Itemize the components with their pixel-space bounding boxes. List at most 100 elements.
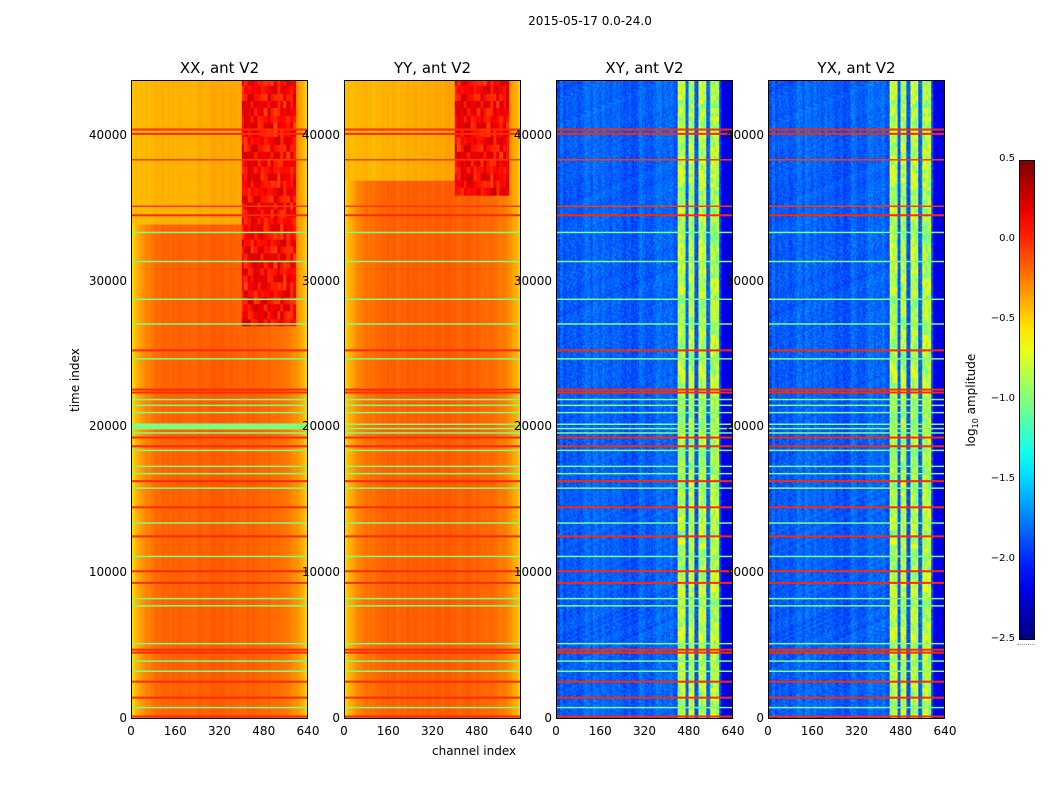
flagged-row xyxy=(769,555,944,558)
flagged-row xyxy=(132,323,307,325)
x-tick-label: 0 xyxy=(340,724,348,738)
x-tick-label: 160 xyxy=(163,724,187,738)
flagged-row xyxy=(132,432,307,434)
flagged-row xyxy=(769,696,944,699)
flagged-row xyxy=(769,642,944,645)
x-axis-label: channel index xyxy=(432,744,517,758)
flagged-row xyxy=(132,260,307,263)
y-tick-label: 10000 xyxy=(513,565,552,580)
flagged-row xyxy=(132,660,307,662)
y-tick-label: 20000 xyxy=(513,419,552,434)
y-tick-label: 0 xyxy=(756,711,764,725)
x-tick-label: 480 xyxy=(252,724,276,738)
y-tick-label: 10000 xyxy=(301,565,340,580)
flagged-row xyxy=(132,445,307,448)
flagged-band xyxy=(132,423,307,430)
flagged-row xyxy=(345,696,520,699)
flagged-row xyxy=(132,404,307,407)
colorbar-tick-label: −2.0 xyxy=(990,553,1015,564)
flagged-row xyxy=(557,696,732,699)
y-tick-label: 0 xyxy=(119,711,127,725)
flagged-row xyxy=(345,423,520,425)
flagged-row xyxy=(557,231,732,234)
flagged-row xyxy=(557,449,732,452)
flagged-row xyxy=(769,449,944,452)
colorbar-tick-label: 0.5 xyxy=(999,153,1015,164)
panel-title: YY, ant V2 xyxy=(393,59,471,77)
flagged-row xyxy=(557,535,732,538)
flagged-row xyxy=(132,465,307,468)
flagged-row xyxy=(557,648,732,651)
x-tick-label: 160 xyxy=(376,724,400,738)
flagged-row xyxy=(557,555,732,558)
flagged-row xyxy=(132,696,307,699)
flagged-row xyxy=(769,388,944,391)
flagged-row xyxy=(557,487,732,489)
flagged-row xyxy=(132,358,307,360)
flagged-row xyxy=(132,648,307,651)
flagged-row xyxy=(132,555,307,558)
flagged-row xyxy=(345,404,520,407)
flagged-row xyxy=(345,651,520,654)
flagged-row xyxy=(345,642,520,645)
flagged-row xyxy=(345,323,520,325)
flagged-row xyxy=(557,465,732,468)
flagged-row xyxy=(769,472,944,475)
flagged-row xyxy=(769,436,944,439)
flagged-row xyxy=(345,128,520,131)
flagged-row xyxy=(557,388,732,391)
flagged-row xyxy=(769,670,944,673)
panel-title: YX, ant V2 xyxy=(817,59,896,77)
x-tick-label: 0 xyxy=(552,724,560,738)
flagged-row xyxy=(557,706,732,709)
panel-title: XX, ant V2 xyxy=(179,59,260,77)
flagged-row xyxy=(345,391,520,394)
flagged-row xyxy=(345,231,520,234)
flagged-row xyxy=(769,432,944,434)
flagged-row xyxy=(345,535,520,538)
flagged-row xyxy=(132,132,307,135)
flagged-row xyxy=(769,159,944,161)
flagged-row xyxy=(769,358,944,360)
flagged-row xyxy=(345,680,520,683)
flagged-row xyxy=(769,648,944,651)
flagged-row xyxy=(557,581,732,584)
flagged-row xyxy=(769,522,944,524)
x-tick-label: 640 xyxy=(933,724,957,738)
flagged-row xyxy=(132,398,307,401)
flagged-row xyxy=(769,715,944,718)
flagged-row xyxy=(557,391,732,394)
y-tick-label: 20000 xyxy=(88,419,127,434)
flagged-row xyxy=(345,555,520,558)
flagged-row xyxy=(557,159,732,161)
flagged-row xyxy=(557,432,732,434)
x-tick-label: 0 xyxy=(127,724,135,738)
flagged-row xyxy=(769,298,944,301)
flagged-row xyxy=(769,660,944,662)
y-tick-label: 40000 xyxy=(725,127,764,142)
flagged-row xyxy=(557,522,732,524)
flagged-row xyxy=(345,660,520,662)
flagged-row xyxy=(132,349,307,352)
y-tick-label: 0 xyxy=(332,711,340,725)
flagged-row xyxy=(345,670,520,673)
flagged-row xyxy=(345,398,520,401)
flagged-row xyxy=(132,522,307,524)
flagged-row xyxy=(557,423,732,425)
flagged-row xyxy=(132,411,307,414)
flagged-row xyxy=(345,260,520,263)
flagged-row xyxy=(769,487,944,489)
flagged-row xyxy=(345,214,520,217)
flagged-row xyxy=(345,432,520,434)
flagged-row xyxy=(345,132,520,135)
y-tick-label: 10000 xyxy=(725,565,764,580)
flagged-row xyxy=(769,535,944,538)
heatmap-panel xyxy=(768,80,945,719)
flagged-row xyxy=(769,231,944,234)
x-tick-label: 640 xyxy=(509,724,533,738)
flagged-row xyxy=(345,427,520,430)
flagged-row xyxy=(345,648,520,651)
heatmap-panel xyxy=(131,80,308,719)
flagged-row xyxy=(132,581,307,584)
